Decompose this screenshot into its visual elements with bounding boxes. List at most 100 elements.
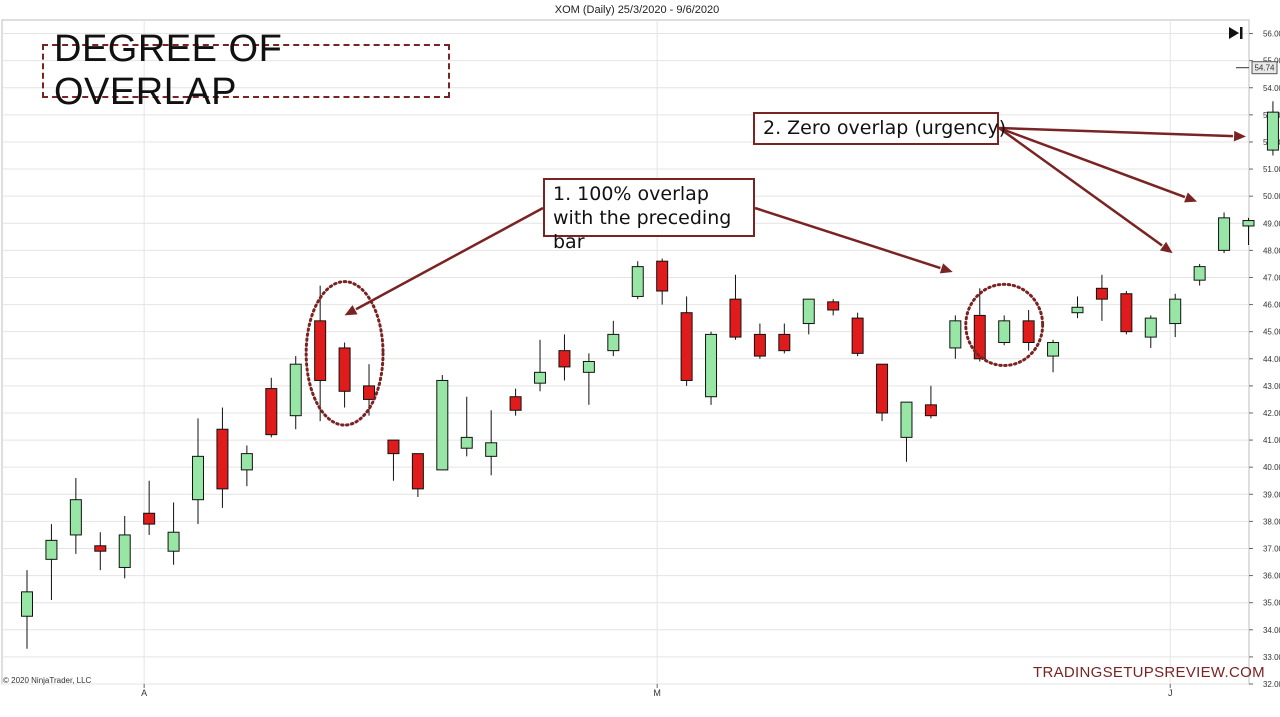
candle	[94, 532, 107, 571]
y-tick-label: 51.00	[1263, 165, 1280, 174]
candle	[1095, 274, 1108, 321]
candle-body-down	[265, 388, 278, 436]
watermark: TRADINGSETUPSREVIEW.COM	[1033, 664, 1265, 681]
candle-body-down	[680, 312, 693, 381]
candle	[21, 570, 33, 649]
arrow-head	[1233, 130, 1246, 142]
y-tick-label: 41.00	[1263, 436, 1280, 445]
candle	[924, 385, 937, 419]
annotation-arrow	[754, 206, 953, 274]
y-tick-label: 50.00	[1263, 192, 1280, 201]
candle	[973, 288, 986, 362]
y-tick-label: 44.00	[1263, 355, 1280, 364]
candle-body-up	[607, 333, 620, 352]
y-tick-label: 39.00	[1263, 490, 1280, 499]
candle	[778, 323, 791, 354]
candle	[1169, 293, 1182, 338]
candle-body-up	[192, 455, 205, 501]
arrow-head	[344, 305, 358, 316]
candle	[1047, 339, 1060, 373]
candle	[460, 396, 473, 457]
candle-body-up	[69, 499, 82, 536]
arrow-head	[939, 263, 953, 274]
y-tick-label: 33.00	[1263, 653, 1280, 662]
candle	[1071, 296, 1084, 319]
candle-body-up	[1242, 220, 1255, 227]
candle-body-down	[753, 333, 766, 357]
overlap-note: 1. 100% overlap with the preceding bar	[543, 178, 755, 253]
candle-body-up	[1047, 342, 1060, 357]
candle-body-up	[167, 531, 180, 552]
y-tick-label: 35.00	[1263, 599, 1280, 608]
y-tick-label: 42.00	[1263, 409, 1280, 418]
candle-body-down	[314, 320, 327, 381]
candle	[289, 356, 302, 430]
candles	[21, 101, 1279, 649]
candle	[436, 375, 449, 471]
candle	[509, 388, 522, 416]
skip-to-end-icon[interactable]	[1228, 26, 1244, 40]
candle-body-down	[216, 428, 229, 490]
annotation-arrow	[344, 206, 544, 316]
grid-lines	[2, 20, 1249, 685]
candle-body-up	[1266, 111, 1279, 151]
candle-body-down	[827, 301, 840, 311]
plot-frame	[1, 19, 1250, 685]
overlap-highlight	[964, 282, 1045, 367]
price-marker-box	[1251, 61, 1278, 75]
arrow-shaft	[998, 126, 1163, 247]
arrow-head	[1184, 192, 1198, 203]
candle-body-down	[558, 350, 571, 368]
candle-body-down	[509, 396, 522, 411]
candle	[240, 445, 253, 487]
y-tick-label: 46.00	[1263, 301, 1280, 310]
candle-body-up	[631, 266, 644, 297]
candle-body-down	[387, 439, 400, 455]
candle	[998, 315, 1011, 346]
candle-body-down	[729, 298, 742, 338]
copyright: © 2020 NinjaTrader, LLC	[3, 676, 92, 685]
candle-body-up	[21, 591, 33, 617]
x-tick-label: M	[653, 688, 661, 698]
candle-body-up	[1193, 266, 1206, 281]
overlap-highlights	[304, 280, 1045, 427]
candle	[265, 377, 278, 438]
candle-body-down	[1095, 287, 1108, 300]
candle-body-down	[851, 317, 864, 354]
candle	[705, 331, 718, 405]
candle	[167, 502, 180, 565]
y-tick-label: 54.00	[1263, 84, 1280, 93]
x-tick-label: J	[1168, 688, 1173, 698]
candle-body-up	[802, 298, 815, 325]
annotation-arrow	[998, 126, 1173, 254]
candle	[216, 407, 229, 508]
candle-body-up	[436, 379, 449, 471]
candle-body-up	[240, 453, 253, 471]
candle	[45, 524, 58, 600]
candle-body-up	[582, 360, 595, 373]
candle	[69, 478, 82, 554]
candle	[1193, 263, 1206, 286]
candle	[753, 323, 766, 359]
annotation-arrows	[344, 126, 1246, 316]
candle-body-down	[973, 314, 986, 360]
candle	[1218, 212, 1231, 254]
candle	[900, 401, 913, 462]
candle-body-up	[534, 371, 547, 384]
candle	[851, 312, 864, 357]
y-tick-label: 56.00	[1263, 30, 1280, 39]
candle-body-down	[778, 333, 791, 352]
candle	[729, 274, 742, 340]
candle	[1022, 309, 1035, 351]
candle	[314, 285, 327, 422]
candle	[680, 296, 693, 386]
candle-body-up	[289, 363, 302, 417]
candle-body-down	[363, 385, 376, 400]
y-tick-label: 45.00	[1263, 328, 1280, 337]
candle	[411, 453, 424, 497]
candle-body-up	[1169, 298, 1182, 325]
candle-body-up	[949, 320, 962, 349]
candle	[802, 298, 815, 335]
candle-body-down	[1120, 293, 1133, 333]
